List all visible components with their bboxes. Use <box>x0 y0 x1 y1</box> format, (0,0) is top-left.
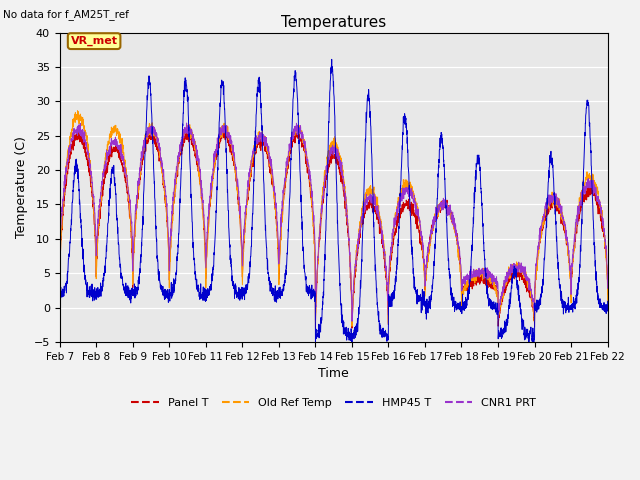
Old Ref Temp <box>266 163 274 169</box>
Old Ref Temp <box>348 324 356 329</box>
HMP45 T <box>290 89 298 95</box>
Panel T <box>151 141 159 147</box>
Title: Temperatures: Temperatures <box>281 15 387 30</box>
Old Ref Temp <box>534 250 542 256</box>
Old Ref Temp <box>604 300 611 305</box>
CNR1 PRT <box>534 243 542 249</box>
CNR1 PRT <box>151 130 159 136</box>
Panel T <box>290 137 298 143</box>
HMP45 T <box>118 276 126 281</box>
Panel T <box>56 276 63 282</box>
CNR1 PRT <box>56 256 63 262</box>
Line: Old Ref Temp: Old Ref Temp <box>60 111 607 326</box>
CNR1 PRT <box>593 196 601 202</box>
Line: CNR1 PRT: CNR1 PRT <box>60 123 607 321</box>
HMP45 T <box>328 57 335 62</box>
HMP45 T <box>56 293 63 299</box>
CNR1 PRT <box>348 318 356 324</box>
HMP45 T <box>604 299 611 304</box>
CNR1 PRT <box>266 154 274 159</box>
Old Ref Temp <box>593 186 601 192</box>
Panel T <box>312 325 319 331</box>
Panel T <box>266 166 274 171</box>
HMP45 T <box>534 304 542 310</box>
Y-axis label: Temperature (C): Temperature (C) <box>15 136 28 238</box>
Old Ref Temp <box>74 108 81 114</box>
HMP45 T <box>593 283 601 289</box>
Legend: Panel T, Old Ref Temp, HMP45 T, CNR1 PRT: Panel T, Old Ref Temp, HMP45 T, CNR1 PRT <box>127 394 541 413</box>
CNR1 PRT <box>290 126 298 132</box>
HMP45 T <box>530 342 538 348</box>
Line: HMP45 T: HMP45 T <box>60 60 607 345</box>
CNR1 PRT <box>604 286 611 291</box>
Old Ref Temp <box>151 132 159 137</box>
Line: Panel T: Panel T <box>60 130 607 328</box>
CNR1 PRT <box>118 156 126 162</box>
X-axis label: Time: Time <box>318 367 349 380</box>
Text: VR_met: VR_met <box>70 36 118 46</box>
Panel T <box>604 291 611 297</box>
CNR1 PRT <box>183 120 191 126</box>
Old Ref Temp <box>118 145 126 151</box>
HMP45 T <box>151 195 159 201</box>
Panel T <box>118 160 126 166</box>
HMP45 T <box>266 282 274 288</box>
Panel T <box>292 127 300 132</box>
Text: No data for f_AM25T_ref: No data for f_AM25T_ref <box>3 9 129 20</box>
Old Ref Temp <box>290 128 298 134</box>
Old Ref Temp <box>56 283 63 289</box>
Panel T <box>534 246 542 252</box>
Panel T <box>593 198 601 204</box>
